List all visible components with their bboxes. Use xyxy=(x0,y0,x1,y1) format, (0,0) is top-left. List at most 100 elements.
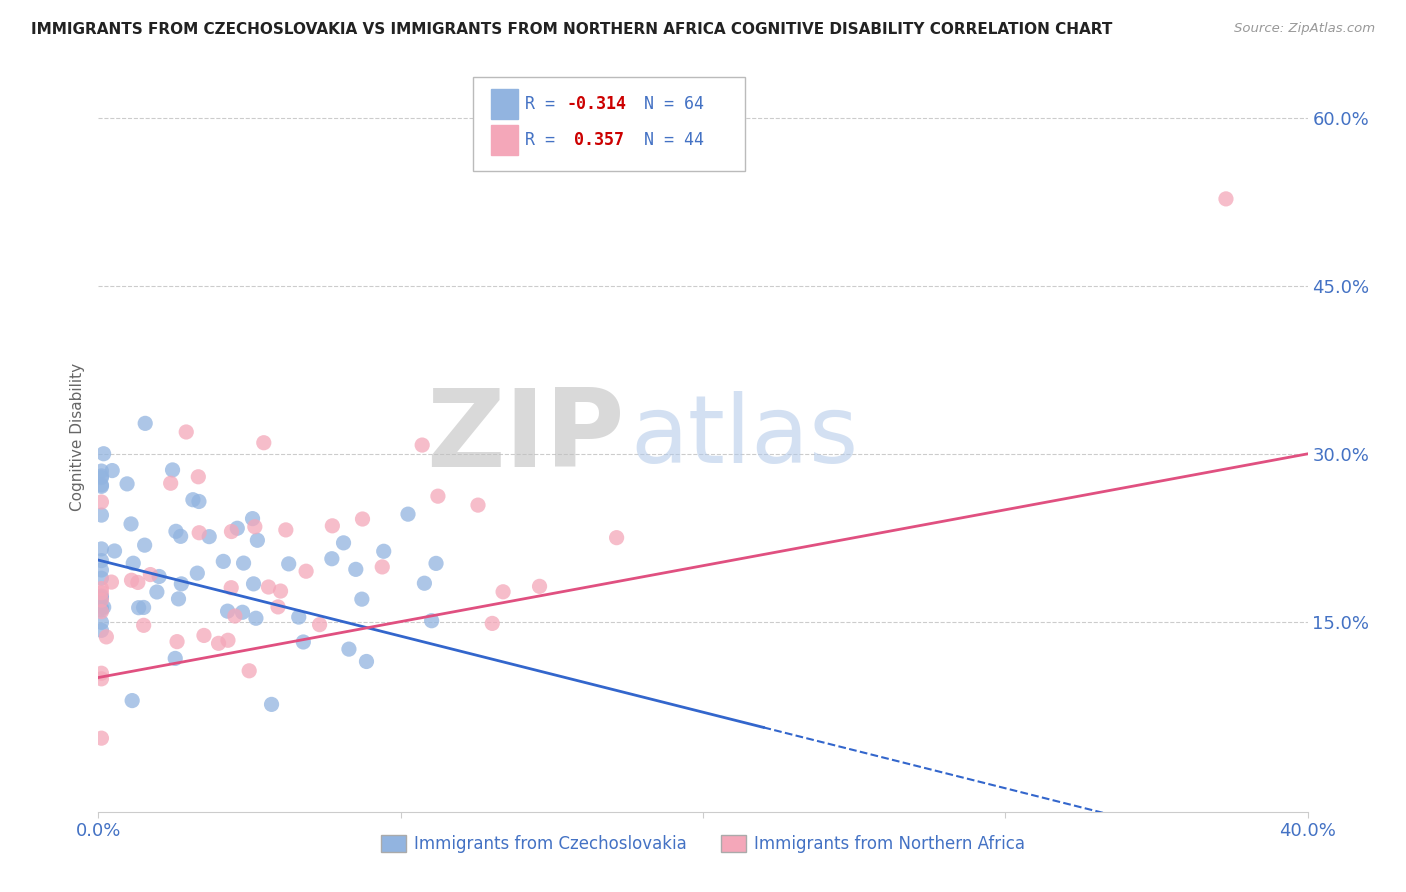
Point xyxy=(246,533,269,548)
FancyBboxPatch shape xyxy=(474,78,745,171)
Text: atlas: atlas xyxy=(630,391,859,483)
Point xyxy=(132,618,155,632)
Point xyxy=(274,523,297,537)
Point xyxy=(162,463,184,477)
Point xyxy=(238,664,260,678)
Point xyxy=(217,633,239,648)
Point xyxy=(253,435,276,450)
Point xyxy=(166,634,188,648)
Point xyxy=(371,560,394,574)
Point xyxy=(492,584,515,599)
Text: N = 44: N = 44 xyxy=(624,130,704,149)
Point xyxy=(146,585,169,599)
Point xyxy=(90,495,112,509)
Point xyxy=(356,655,378,669)
Point xyxy=(232,556,254,570)
Point xyxy=(467,498,489,512)
Point xyxy=(115,476,138,491)
Point xyxy=(90,563,112,577)
Point xyxy=(90,478,112,492)
Point xyxy=(411,438,433,452)
Point xyxy=(90,624,112,638)
Point xyxy=(121,693,143,707)
Text: R =: R = xyxy=(526,130,575,149)
Point xyxy=(226,521,249,535)
Point xyxy=(243,519,266,533)
Point xyxy=(181,492,204,507)
Point xyxy=(90,615,112,630)
Point xyxy=(426,489,449,503)
Point xyxy=(90,589,112,603)
Point xyxy=(167,591,190,606)
Point xyxy=(90,571,112,585)
Point xyxy=(257,580,280,594)
Point xyxy=(1215,192,1237,206)
Point xyxy=(134,417,156,431)
Point xyxy=(529,579,551,593)
Point xyxy=(139,567,162,582)
Point xyxy=(169,529,191,543)
Point xyxy=(295,564,318,578)
Point xyxy=(321,551,343,566)
Bar xyxy=(492,88,517,119)
Point xyxy=(90,508,112,522)
Point xyxy=(159,476,181,491)
Point xyxy=(606,531,628,545)
Point xyxy=(121,574,143,588)
Point xyxy=(350,592,373,607)
Text: -0.314: -0.314 xyxy=(567,95,626,112)
Point xyxy=(122,556,145,570)
Point xyxy=(245,611,267,625)
Point xyxy=(90,593,112,607)
Point xyxy=(337,642,360,657)
Text: IMMIGRANTS FROM CZECHOSLOVAKIA VS IMMIGRANTS FROM NORTHERN AFRICA COGNITIVE DISA: IMMIGRANTS FROM CZECHOSLOVAKIA VS IMMIGR… xyxy=(31,22,1112,37)
Point xyxy=(128,600,150,615)
Point xyxy=(373,544,395,558)
Point xyxy=(425,557,447,571)
Point xyxy=(187,494,209,508)
Point xyxy=(212,554,235,568)
Point xyxy=(90,731,112,746)
Point xyxy=(148,569,170,583)
Point xyxy=(308,617,330,632)
Point xyxy=(221,524,243,539)
Point xyxy=(396,507,419,521)
Point xyxy=(90,672,112,686)
Text: 0.357: 0.357 xyxy=(574,130,624,149)
Point xyxy=(90,582,112,596)
Point xyxy=(100,575,122,590)
Point xyxy=(260,698,283,712)
Text: Source: ZipAtlas.com: Source: ZipAtlas.com xyxy=(1234,22,1375,36)
Point xyxy=(93,600,115,615)
Point xyxy=(270,584,292,599)
Point xyxy=(242,577,264,591)
Legend: Immigrants from Czechoslovakia, Immigrants from Northern Africa: Immigrants from Czechoslovakia, Immigran… xyxy=(374,828,1032,860)
Point xyxy=(96,630,118,644)
Point xyxy=(481,616,503,631)
Point xyxy=(242,511,264,525)
Text: ZIP: ZIP xyxy=(426,384,624,490)
Point xyxy=(198,530,221,544)
Point xyxy=(219,581,242,595)
Point xyxy=(90,541,112,556)
Point xyxy=(90,469,112,483)
Point xyxy=(90,553,112,567)
Point xyxy=(332,536,354,550)
Bar xyxy=(492,125,517,154)
Point xyxy=(207,636,229,650)
Point xyxy=(90,591,112,606)
Point xyxy=(420,614,443,628)
Point xyxy=(165,524,187,539)
Point xyxy=(186,566,208,581)
Point xyxy=(103,544,125,558)
Point xyxy=(277,557,299,571)
Point xyxy=(187,470,209,484)
Point xyxy=(90,601,112,615)
Point xyxy=(217,604,239,618)
Point xyxy=(90,603,112,617)
Point xyxy=(120,516,142,531)
Point xyxy=(188,525,211,540)
Point xyxy=(287,610,309,624)
Text: R =: R = xyxy=(526,95,565,112)
Point xyxy=(90,605,112,619)
